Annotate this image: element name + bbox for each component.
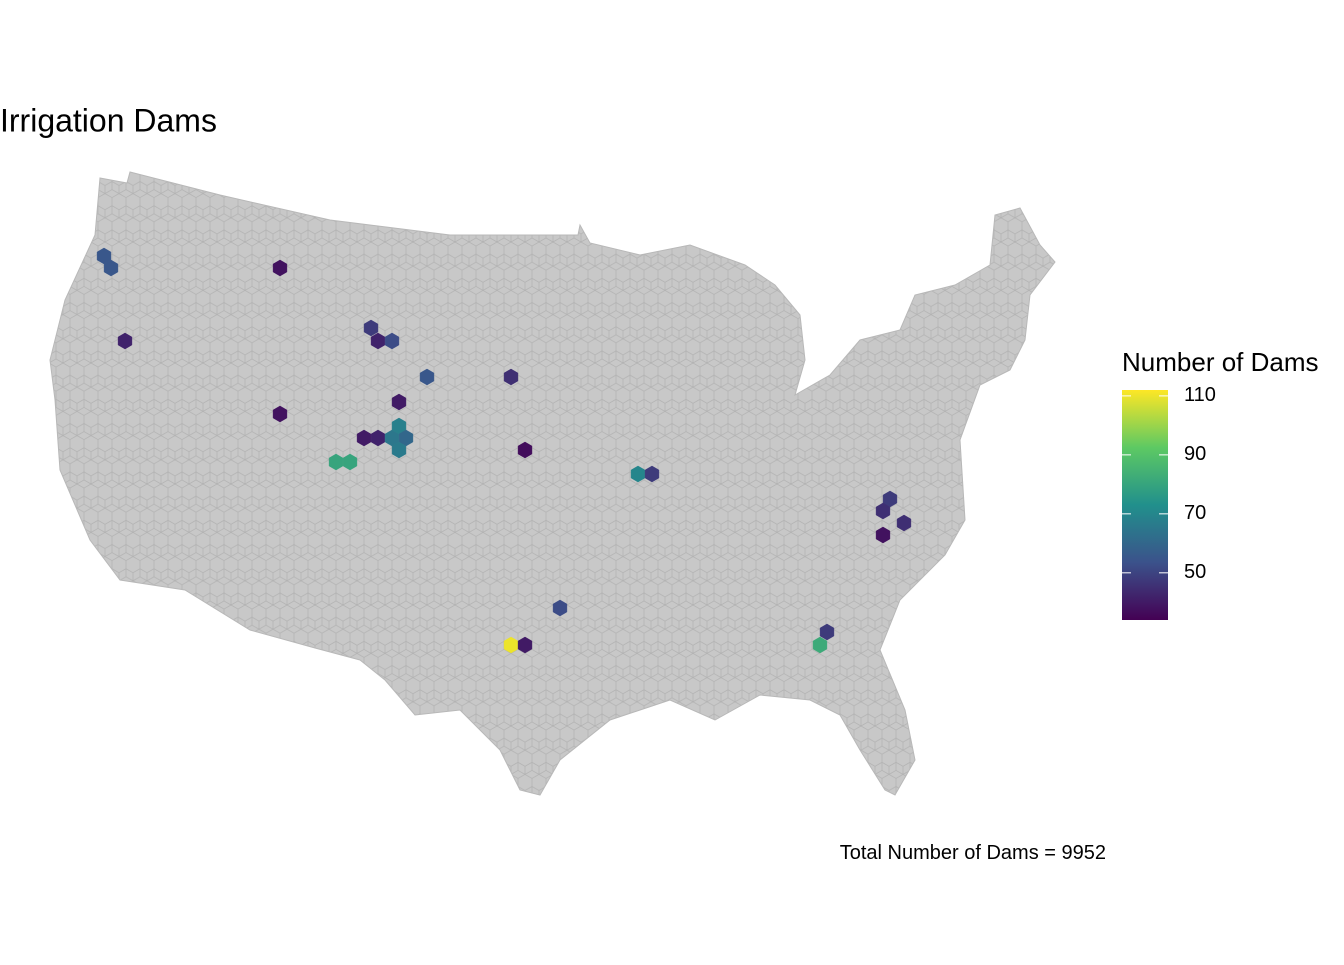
dam-hex (503, 368, 519, 386)
dam-hex (819, 623, 835, 641)
dam-hex (363, 319, 379, 337)
dam-hex (103, 259, 119, 277)
dam-hex (342, 453, 358, 471)
us-outline (49, 171, 1056, 796)
dam-hex (644, 465, 660, 483)
legend-tick-label: 70 (1184, 502, 1206, 524)
caption-total: 9952 (1062, 842, 1107, 864)
legend-tick-label: 50 (1184, 561, 1206, 583)
dam-hex (552, 599, 568, 617)
dam-hex (272, 405, 288, 423)
map-title: Irrigation Dams (0, 102, 217, 138)
dam-hex (391, 393, 407, 411)
dam-hex (272, 259, 288, 277)
dam-hex (875, 526, 891, 544)
legend-tick-label: 90 (1184, 443, 1206, 465)
caption: Total Number of Dams = 9952 (840, 842, 1106, 864)
dam-hex (384, 332, 400, 350)
dam-hex (896, 514, 912, 532)
colorbar (1122, 390, 1168, 620)
caption-label: Total Number of Dams = (840, 842, 1062, 864)
dam-hex (875, 502, 891, 520)
dam-hex (517, 636, 533, 654)
hex-layer (96, 247, 912, 654)
legend-ticks: 50 70 90 110 (1122, 384, 1216, 583)
dam-hex (391, 441, 407, 459)
dam-hex (419, 368, 435, 386)
dam-hex (517, 441, 533, 459)
legend-tick-label: 110 (1184, 384, 1216, 406)
legend-title: Number of Dams (1122, 347, 1319, 377)
dam-hex (117, 332, 133, 350)
dam-hex (812, 636, 828, 654)
